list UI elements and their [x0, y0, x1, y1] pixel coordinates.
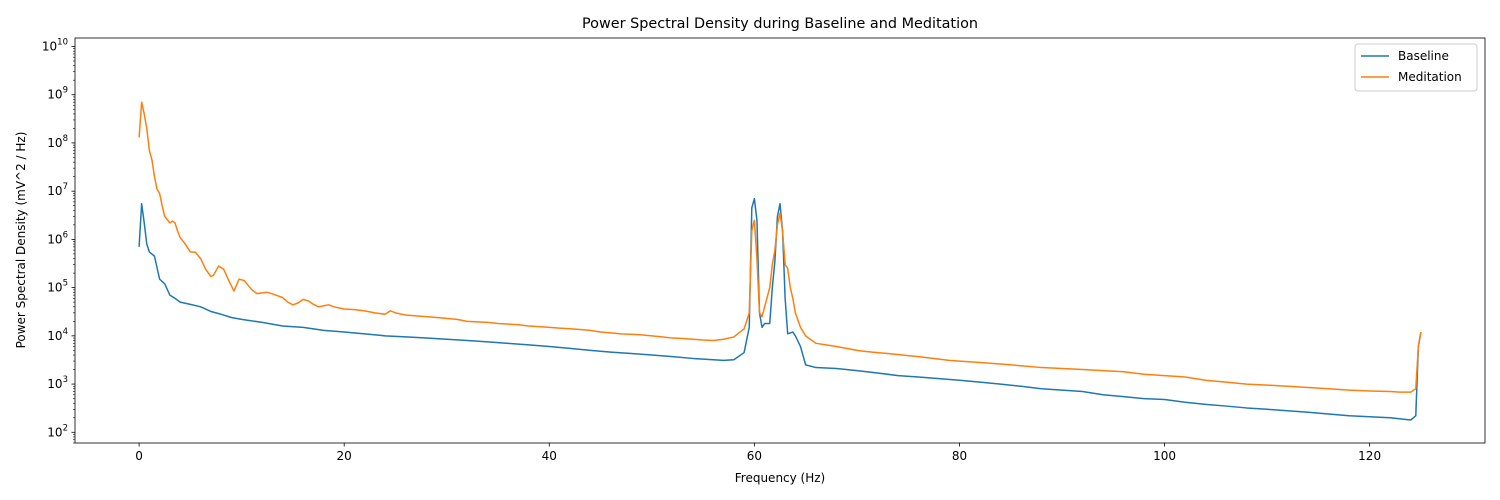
x-tick-label: 120: [1358, 449, 1381, 463]
x-axis-label: Frequency (Hz): [735, 471, 826, 485]
x-tick-label: 60: [747, 449, 762, 463]
series-layer: [138, 101, 1422, 421]
y-tick-label: 109: [47, 86, 68, 102]
x-tick-label: 80: [952, 449, 967, 463]
y-tick-label: 1010: [42, 37, 68, 53]
plot-background: [75, 38, 1485, 443]
y-axis-label: Power Spectral Density (mV^2 / Hz): [14, 132, 28, 349]
x-tick-label: 40: [542, 449, 557, 463]
plot-area: [75, 38, 1485, 443]
x-tick-label: 0: [135, 449, 143, 463]
chart-title: Power Spectral Density during Baseline a…: [582, 16, 978, 32]
x-tick-label: 100: [1153, 449, 1176, 463]
y-tick-label: 103: [47, 375, 68, 391]
y-tick-label: 106: [47, 230, 68, 246]
axes-layer: 0 20 40 60 80 100 120 102 103 104 105 106 107 108 109 1…: [42, 37, 1486, 463]
y-tick-label: 104: [47, 327, 68, 343]
y-tick-label: 105: [47, 279, 68, 295]
plot-frame: [74, 37, 1486, 444]
series-line-baseline: [138, 197, 1422, 421]
y-tick-label: 108: [47, 134, 68, 150]
y-tick-label: 102: [47, 423, 68, 439]
y-tick-label: 107: [47, 182, 68, 198]
legend: Baseline Meditation: [1354, 43, 1478, 92]
x-tick-label: 20: [337, 449, 352, 463]
legend-label-meditation: Meditation: [1398, 70, 1462, 84]
legend-label-baseline: Baseline: [1398, 49, 1449, 63]
series-line-meditation: [138, 101, 1422, 393]
